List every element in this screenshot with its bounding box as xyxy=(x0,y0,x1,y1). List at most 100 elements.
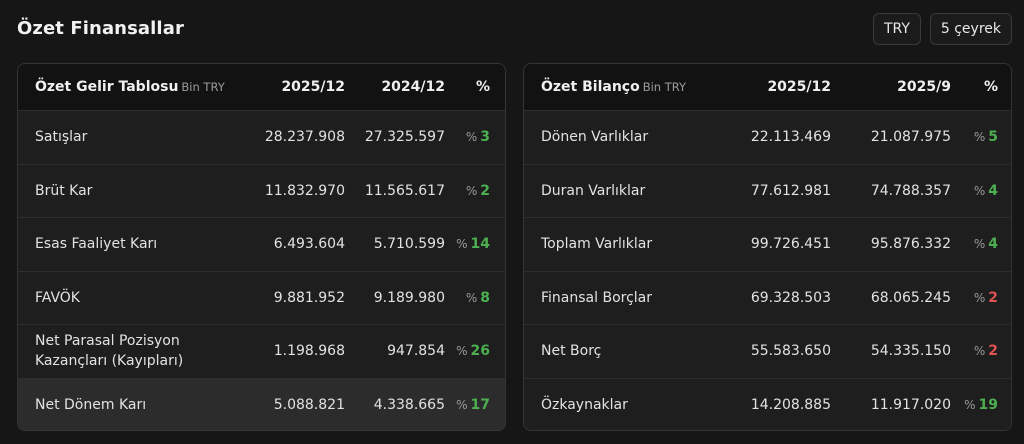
row-value-previous: 95.876.332 xyxy=(870,236,951,253)
row-value-previous: 947.854 xyxy=(387,343,445,360)
balance-col1-header[interactable]: 2025/12 xyxy=(767,79,831,95)
income-col2-header[interactable]: 2024/12 xyxy=(381,79,445,95)
table-row: Satışlar 28.237.908 27.325.597 % 3 xyxy=(18,111,505,165)
percent-symbol: % xyxy=(456,344,468,359)
row-value-current: 99.726.451 xyxy=(750,236,831,253)
change-value: 2 xyxy=(480,182,490,199)
row-label: Özkaynaklar xyxy=(541,397,628,414)
row-change: % 2 xyxy=(951,343,1011,359)
balance-table-header: Özet Bilanço Bin TRY 2025/12 2025/9 % xyxy=(524,64,1011,111)
row-change: % 3 xyxy=(445,129,505,145)
change-value: 2 xyxy=(988,289,998,306)
row-label: Satışlar xyxy=(35,129,88,146)
table-row: Net Dönem Karı 5.088.821 4.338.665 % 17 xyxy=(18,378,505,430)
row-change: % 14 xyxy=(445,236,505,252)
row-value-previous: 4.338.665 xyxy=(373,397,445,414)
change-value: 5 xyxy=(988,129,998,146)
row-value-current: 6.493.604 xyxy=(273,236,345,253)
row-label: Net Parasal Pozisyon Kazançları (Kayıpla… xyxy=(35,332,184,370)
balance-pct-header: % xyxy=(983,79,998,95)
row-value-previous: 9.189.980 xyxy=(373,289,445,306)
row-label: Brüt Kar xyxy=(35,182,93,199)
currency-button[interactable]: TRY xyxy=(872,13,921,45)
percent-symbol: % xyxy=(456,398,468,413)
balance-sheet-card: Özet Bilanço Bin TRY 2025/12 2025/9 % Dön… xyxy=(523,63,1012,431)
table-row: Toplam Varlıklar 99.726.451 95.876.332 %… xyxy=(524,218,1011,272)
percent-symbol: % xyxy=(465,183,478,198)
balance-col2-header[interactable]: 2025/9 xyxy=(897,79,951,95)
row-value-current: 55.583.650 xyxy=(750,343,831,360)
row-value-previous: 54.335.150 xyxy=(870,343,951,360)
row-value-previous: 27.325.597 xyxy=(364,129,445,146)
row-value-previous: 68.065.245 xyxy=(870,289,951,306)
change-value: 26 xyxy=(470,343,490,360)
row-label: Duran Varlıklar xyxy=(541,182,646,199)
period-button[interactable]: 5 çeyrek xyxy=(929,13,1012,45)
table-row: Esas Faaliyet Karı 6.493.604 5.710.599 %… xyxy=(18,218,505,272)
income-table-title: Özet Gelir Tablosu Bin TRY xyxy=(18,77,235,97)
row-value-current: 14.208.885 xyxy=(750,397,831,414)
row-value-current: 5.088.821 xyxy=(273,397,345,414)
row-change: % 5 xyxy=(951,129,1011,145)
table-row: Net Parasal Pozisyon Kazançları (Kayıpla… xyxy=(18,325,505,379)
row-change: % 4 xyxy=(951,236,1011,252)
row-value-previous: 11.565.617 xyxy=(364,182,445,199)
income-col1-header[interactable]: 2025/12 xyxy=(281,79,345,95)
change-value: 4 xyxy=(988,236,998,253)
percent-symbol: % xyxy=(973,183,986,198)
balance-table-title: Özet Bilanço Bin TRY xyxy=(524,77,711,97)
row-value-current: 69.328.503 xyxy=(750,289,831,306)
row-value-current: 1.198.968 xyxy=(273,343,345,360)
income-unit: Bin TRY xyxy=(181,79,225,94)
change-value: 3 xyxy=(480,129,490,146)
percent-symbol: % xyxy=(465,130,478,145)
row-change: % 2 xyxy=(445,183,505,199)
table-row: Brüt Kar 11.832.970 11.565.617 % 2 xyxy=(18,164,505,218)
row-label: Net Dönem Karı xyxy=(35,397,147,414)
row-value-current: 77.612.981 xyxy=(750,182,831,199)
row-change: % 4 xyxy=(951,183,1011,199)
row-change: % 8 xyxy=(445,290,505,306)
table-row: Dönen Varlıklar 22.113.469 21.087.975 % 5 xyxy=(524,111,1011,165)
table-row: FAVÖK 9.881.952 9.189.980 % 8 xyxy=(18,271,505,325)
row-change: % 26 xyxy=(445,343,505,359)
change-value: 19 xyxy=(978,397,998,414)
percent-symbol: % xyxy=(973,237,986,252)
change-value: 2 xyxy=(988,343,998,360)
income-title-text: Özet Gelir Tablosu xyxy=(35,78,179,95)
table-row: Finansal Borçlar 69.328.503 68.065.245 %… xyxy=(524,271,1011,325)
income-pct-header: % xyxy=(475,79,490,95)
change-value: 14 xyxy=(470,236,490,253)
change-value: 17 xyxy=(470,397,490,414)
percent-symbol: % xyxy=(465,290,478,305)
row-label: Dönen Varlıklar xyxy=(541,129,649,146)
percent-symbol: % xyxy=(973,290,986,305)
percent-symbol: % xyxy=(973,130,986,145)
row-change: % 17 xyxy=(445,397,505,413)
table-row: Duran Varlıklar 77.612.981 74.788.357 % 4 xyxy=(524,164,1011,218)
row-value-previous: 74.788.357 xyxy=(870,182,951,199)
table-row: Özkaynaklar 14.208.885 11.917.020 % 19 xyxy=(524,378,1011,430)
percent-symbol: % xyxy=(973,344,986,359)
row-change: % 2 xyxy=(951,290,1011,306)
income-statement-card: Özet Gelir Tablosu Bin TRY 2025/12 2024/1… xyxy=(17,63,506,431)
row-label: Esas Faaliyet Karı xyxy=(35,236,158,253)
row-label: FAVÖK xyxy=(35,289,80,306)
balance-title-text: Özet Bilanço xyxy=(541,78,640,95)
row-change: % 19 xyxy=(951,397,1011,413)
change-value: 8 xyxy=(480,289,490,306)
row-value-previous: 11.917.020 xyxy=(870,397,951,414)
change-value: 4 xyxy=(988,182,998,199)
header-controls: TRY 5 çeyrek xyxy=(872,13,1012,45)
row-label: Net Borç xyxy=(541,343,602,360)
row-value-previous: 21.087.975 xyxy=(870,129,951,146)
row-value-current: 22.113.469 xyxy=(750,129,831,146)
balance-unit: Bin TRY xyxy=(642,79,687,94)
percent-symbol: % xyxy=(964,398,976,413)
row-value-current: 28.237.908 xyxy=(264,129,345,146)
page-title: Özet Finansallar xyxy=(17,18,184,39)
row-value-current: 9.881.952 xyxy=(273,289,345,306)
percent-symbol: % xyxy=(456,237,468,252)
income-table-header: Özet Gelir Tablosu Bin TRY 2025/12 2024/1… xyxy=(18,64,505,111)
row-value-current: 11.832.970 xyxy=(264,182,345,199)
